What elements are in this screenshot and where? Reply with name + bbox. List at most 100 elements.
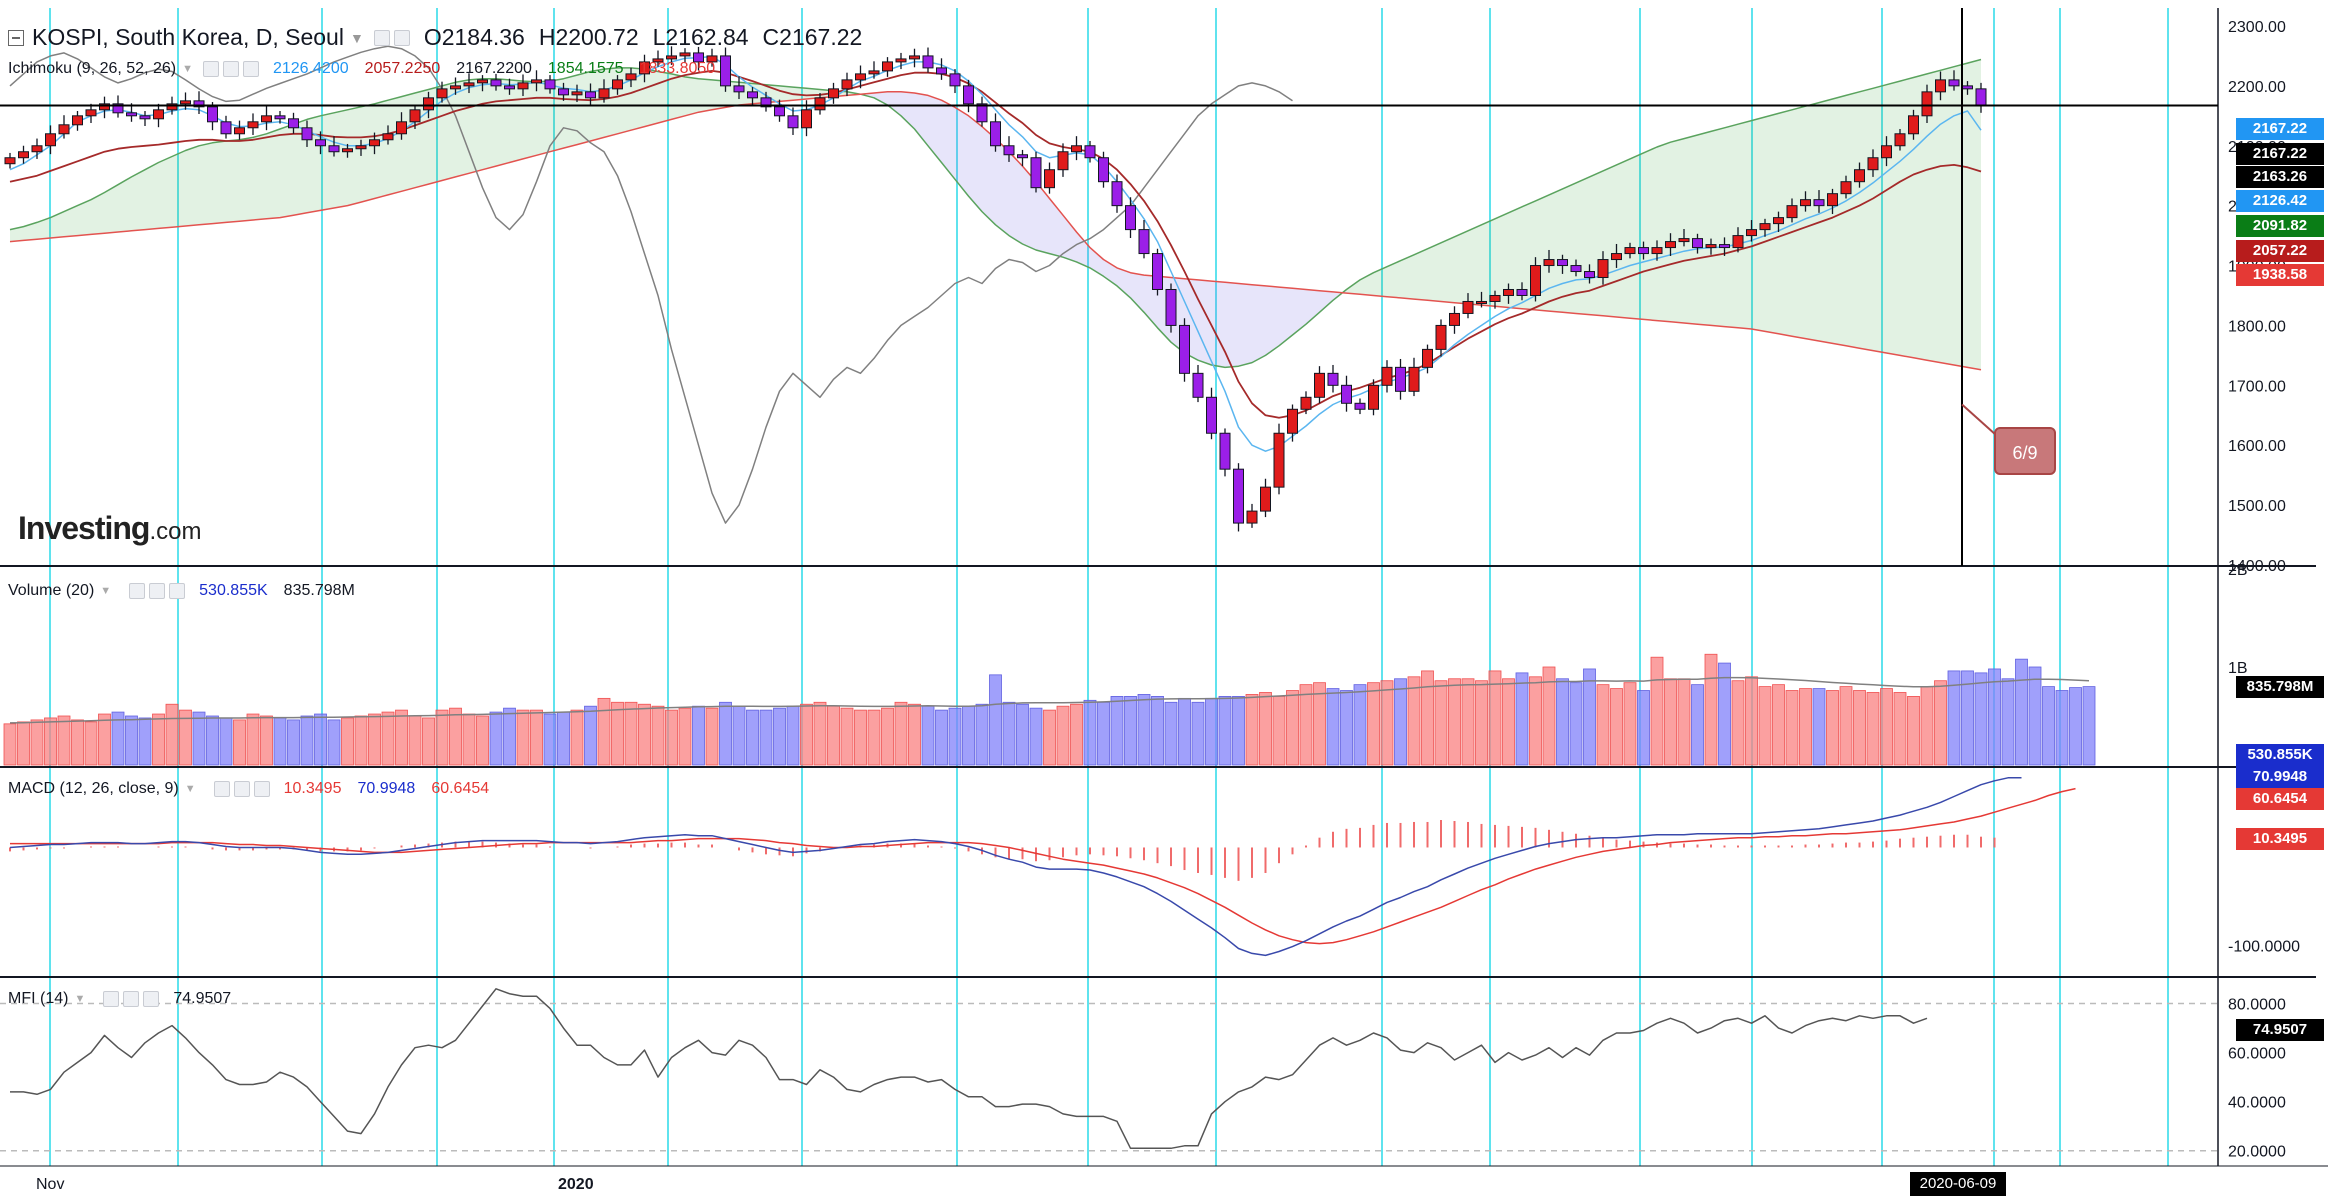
cloud-segment [1684, 134, 1698, 325]
ichimoku-close-icon[interactable] [242, 61, 259, 77]
cloud-segment [10, 226, 24, 242]
candle-body [1111, 181, 1123, 207]
macd-histogram [9, 820, 1996, 881]
symbol-title[interactable]: KOSPI, South Korea, D, Seoul [32, 24, 344, 50]
candle-body [180, 100, 191, 105]
candle-body [531, 79, 542, 84]
candle-body [477, 79, 488, 84]
volume-bar [2015, 658, 2028, 766]
volume-settings-icon[interactable] [149, 583, 166, 599]
volume-title[interactable]: Volume (20) [8, 582, 95, 599]
mfi-close-icon[interactable] [143, 991, 160, 1007]
volume-bar [1016, 703, 1029, 766]
candle-body [1273, 432, 1285, 488]
cloud-segment [1427, 242, 1441, 302]
volume-bar [2082, 686, 2096, 766]
price-tick-label: 2300.00 [2228, 19, 2286, 36]
volume-dropdown-icon[interactable]: ▼ [100, 585, 112, 597]
ichimoku-legend: Ichimoku (9, 26, 52, 26) ▼ 2126.4200 205… [8, 60, 715, 78]
macd-visibility-icon[interactable] [213, 781, 230, 797]
cloud-segment [1859, 88, 1873, 351]
volume-bar [179, 709, 192, 766]
macd-dropdown-icon[interactable]: ▼ [184, 783, 196, 795]
mfi-visibility-icon[interactable] [103, 991, 120, 1007]
cloud-segment [374, 100, 388, 199]
mfi-dropdown-icon[interactable]: ▼ [74, 993, 86, 1005]
volume-bar [786, 705, 800, 766]
volume-bar [665, 709, 678, 766]
volume-bar [921, 705, 935, 766]
cloud-segment [64, 205, 78, 237]
cloud-segment [77, 199, 91, 236]
candle-body [328, 145, 340, 153]
cloud-segment [1778, 109, 1792, 337]
cloud-segment [23, 222, 37, 241]
candle-body [1503, 288, 1514, 296]
volume-visibility-icon[interactable] [129, 583, 146, 599]
cloud-segment [1117, 267, 1131, 298]
volume-bar [1772, 684, 1785, 766]
volume-bar [962, 705, 975, 766]
ichimoku-visibility-icon[interactable] [202, 61, 219, 77]
cloud-segment [239, 137, 253, 222]
ichimoku-dropdown-icon[interactable]: ▼ [182, 63, 193, 75]
volume-close-icon[interactable] [169, 583, 186, 599]
scale-tag: 2167.22 [2236, 118, 2324, 140]
volume-bar [557, 711, 570, 766]
volume-bar [1259, 692, 1272, 766]
ichimoku-settings-icon[interactable] [222, 61, 239, 77]
cloud-segment [118, 176, 132, 232]
date-annotation[interactable]: 6/9 [1994, 427, 2056, 475]
cloud-segment [1468, 224, 1482, 306]
macd-close-icon[interactable] [253, 781, 270, 797]
candle-body [666, 55, 677, 60]
macd-title[interactable]: MACD (12, 26, close, 9) [8, 780, 179, 797]
candle-body [585, 91, 596, 99]
volume-bar [2028, 666, 2042, 766]
candle-body [1408, 366, 1420, 392]
cloud-segment [1657, 142, 1671, 322]
cloud-segment [253, 133, 267, 221]
volume-bar [597, 697, 611, 766]
candle-body [463, 82, 475, 87]
mfi-title[interactable]: MFI (14) [8, 990, 69, 1007]
logo-suffix: .com [149, 518, 202, 545]
cloud-segment [644, 69, 658, 127]
cloud-segment [226, 139, 240, 223]
volume-bar [1974, 672, 1988, 766]
volume-bar [1488, 670, 1502, 766]
visibility-icon[interactable] [373, 29, 390, 46]
macd-settings-icon[interactable] [233, 781, 250, 797]
cloud-segment [698, 78, 712, 113]
mfi-settings-icon[interactable] [123, 991, 140, 1007]
volume-bar [449, 707, 462, 766]
volume-bar [1205, 697, 1218, 766]
macd-line-value: 70.9948 [357, 780, 416, 797]
ichimoku-title[interactable]: Ichimoku (9, 26, 52, 26) [8, 60, 177, 77]
kijun-line [9, 70, 1982, 419]
cloud-segment [968, 115, 982, 212]
settings-icon[interactable] [393, 29, 410, 46]
cloud-segment [887, 91, 901, 116]
symbol-dropdown-icon[interactable]: ▼ [349, 29, 364, 46]
volume-bar [1502, 678, 1515, 766]
candle-body [612, 79, 623, 90]
volume-bar [1799, 688, 1812, 766]
cloud-segment [1076, 231, 1090, 268]
volume-bar [273, 717, 287, 766]
candle-body [1800, 199, 1811, 207]
candle-body [976, 103, 988, 123]
cloud-segment [50, 211, 64, 238]
cloud-segment [37, 217, 51, 240]
ichimoku-tenkan-value: 2126.4200 [272, 60, 349, 77]
investing-logo: Investing.com [18, 510, 201, 547]
volume-bar [840, 707, 854, 766]
candle-body [1692, 238, 1703, 249]
volume-bar [638, 703, 651, 766]
volume-bar [827, 705, 840, 766]
collapse-icon[interactable] [8, 29, 24, 46]
cloud-segment [1711, 127, 1725, 327]
candle-body [882, 61, 893, 72]
cloud-segment [806, 88, 820, 100]
